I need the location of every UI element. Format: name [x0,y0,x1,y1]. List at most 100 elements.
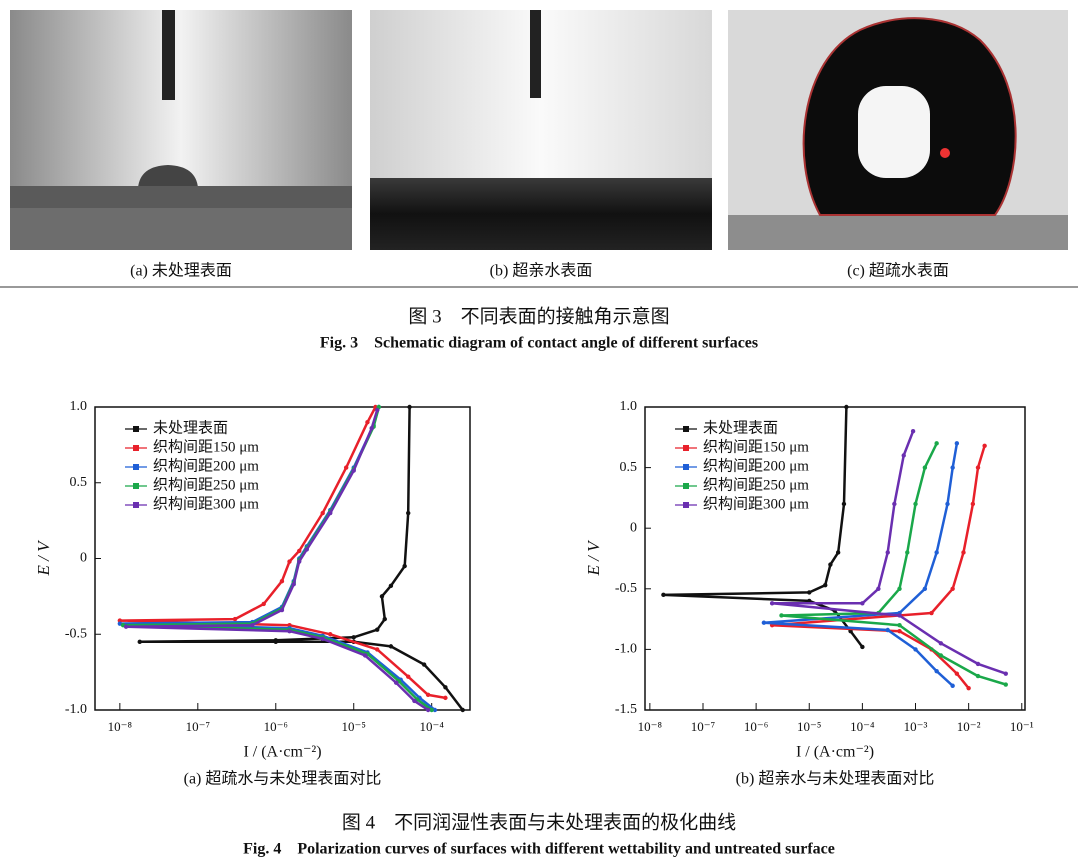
point [970,501,976,507]
x-tick-label: 10⁻² [957,719,981,734]
y-tick-label: 1.0 [70,399,88,414]
x-tick-label: 10⁻⁷ [186,719,210,734]
point [950,586,955,591]
point [823,582,828,588]
point [407,404,412,410]
legend-label: 织构间距200 μm [703,457,809,474]
point [279,579,285,584]
point [343,465,349,470]
point [779,613,784,618]
plot-frame [644,406,1026,711]
legend-marker [133,464,139,470]
plot-frame [94,406,471,711]
legend-marker [133,483,139,489]
point [443,695,448,701]
point [905,550,910,555]
point [954,441,960,446]
point [982,443,987,448]
point [897,629,902,634]
point [934,550,939,555]
y-tick-label: 0.5 [70,475,88,490]
point [362,653,368,658]
point [460,707,465,713]
legend-label: 织构间距200 μm [153,457,259,474]
point [922,586,928,591]
point [137,639,142,645]
x-tick-label: 10⁻⁸ [108,719,133,734]
point [897,586,902,591]
y-tick-label: -0.5 [615,581,637,596]
legend-label: 织构间距250 μm [153,476,259,493]
point [913,647,918,652]
x-tick-label: 10⁻¹ [1010,719,1034,734]
point [950,465,955,470]
y-axis-title: E / V [584,539,603,577]
point [287,629,292,634]
legend-marker [683,464,689,470]
legend-label: 未处理表面 [153,419,228,436]
point [885,550,890,555]
x-tick-label: 10⁻⁵ [342,719,366,734]
point [945,501,950,507]
point [297,548,302,554]
point [425,692,431,698]
point [876,586,881,591]
point [961,550,966,555]
chart-caption: (b) 超亲水与未处理表面对比 [736,770,935,788]
point [860,601,865,606]
y-tick-label: -1.5 [615,702,637,717]
figure-title: 图 4 不同润湿性表面与未处理表面的极化曲线 [342,811,736,833]
legend-label: 织构间距150 μm [703,438,809,455]
chart-caption: (a) 超疏水与未处理表面对比 [184,770,382,788]
point [443,685,448,690]
point [273,638,278,643]
point [1003,682,1008,687]
point [365,419,370,425]
point [950,683,955,688]
point [291,582,296,587]
point [432,707,438,713]
point [841,501,847,507]
point [929,610,934,616]
point [844,404,849,410]
legend-label: 织构间距250 μm [703,476,809,493]
point [304,547,309,552]
point [351,635,356,640]
point [954,671,960,676]
y-axis-title: E / V [34,539,53,577]
photo-superhydrophobic [728,10,1068,250]
point [320,636,325,641]
point [661,592,666,598]
x-tick-label: 10⁻⁴ [850,719,875,734]
x-tick-label: 10⁻⁵ [797,719,821,734]
point [892,501,897,507]
point [375,407,380,413]
point [406,510,411,516]
point [901,453,906,458]
point [807,590,812,595]
x-axis-title: I / (A·cm⁻²) [243,744,321,761]
point [769,601,775,606]
photo-caption: (c) 超疏水表面 [847,262,949,280]
series-line [780,442,1007,686]
point [922,465,928,470]
point [421,662,427,667]
point [279,607,285,613]
point [393,680,399,685]
point [429,707,434,713]
point [320,510,325,516]
photo-caption: (a) 未处理表面 [130,262,232,280]
legend-marker [683,502,689,508]
point [938,641,944,646]
y-tick-label: 0 [80,551,87,566]
point [807,598,812,604]
point [913,501,918,507]
point [412,698,417,704]
point [117,618,123,623]
legend-marker [133,426,139,432]
y-tick-label: 1.0 [620,399,638,414]
x-tick-label: 10⁻⁶ [264,719,288,734]
point [406,674,411,679]
x-tick-label: 10⁻³ [904,719,928,734]
